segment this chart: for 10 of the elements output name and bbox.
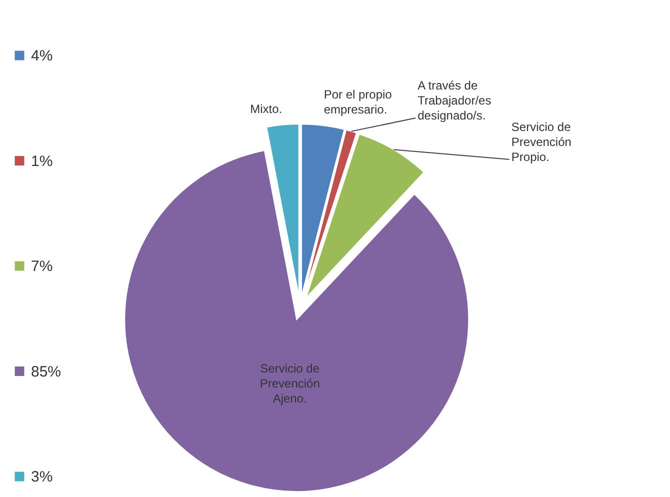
text: Mixto. (250, 102, 282, 116)
legend-label: 85% (31, 363, 62, 380)
text: Servicio de Prevención Propio. (511, 120, 572, 164)
text: A través de Trabajador/es designado/s. (418, 78, 492, 123)
legend-label: 7% (31, 258, 53, 275)
text: Servicio de Prevención Ajeno. (260, 361, 320, 406)
legend-label: 4% (31, 48, 53, 64)
text: Por el propio empresario. (324, 88, 392, 116)
legend-label: 3% (31, 468, 53, 486)
legend-label: 1% (31, 152, 53, 170)
